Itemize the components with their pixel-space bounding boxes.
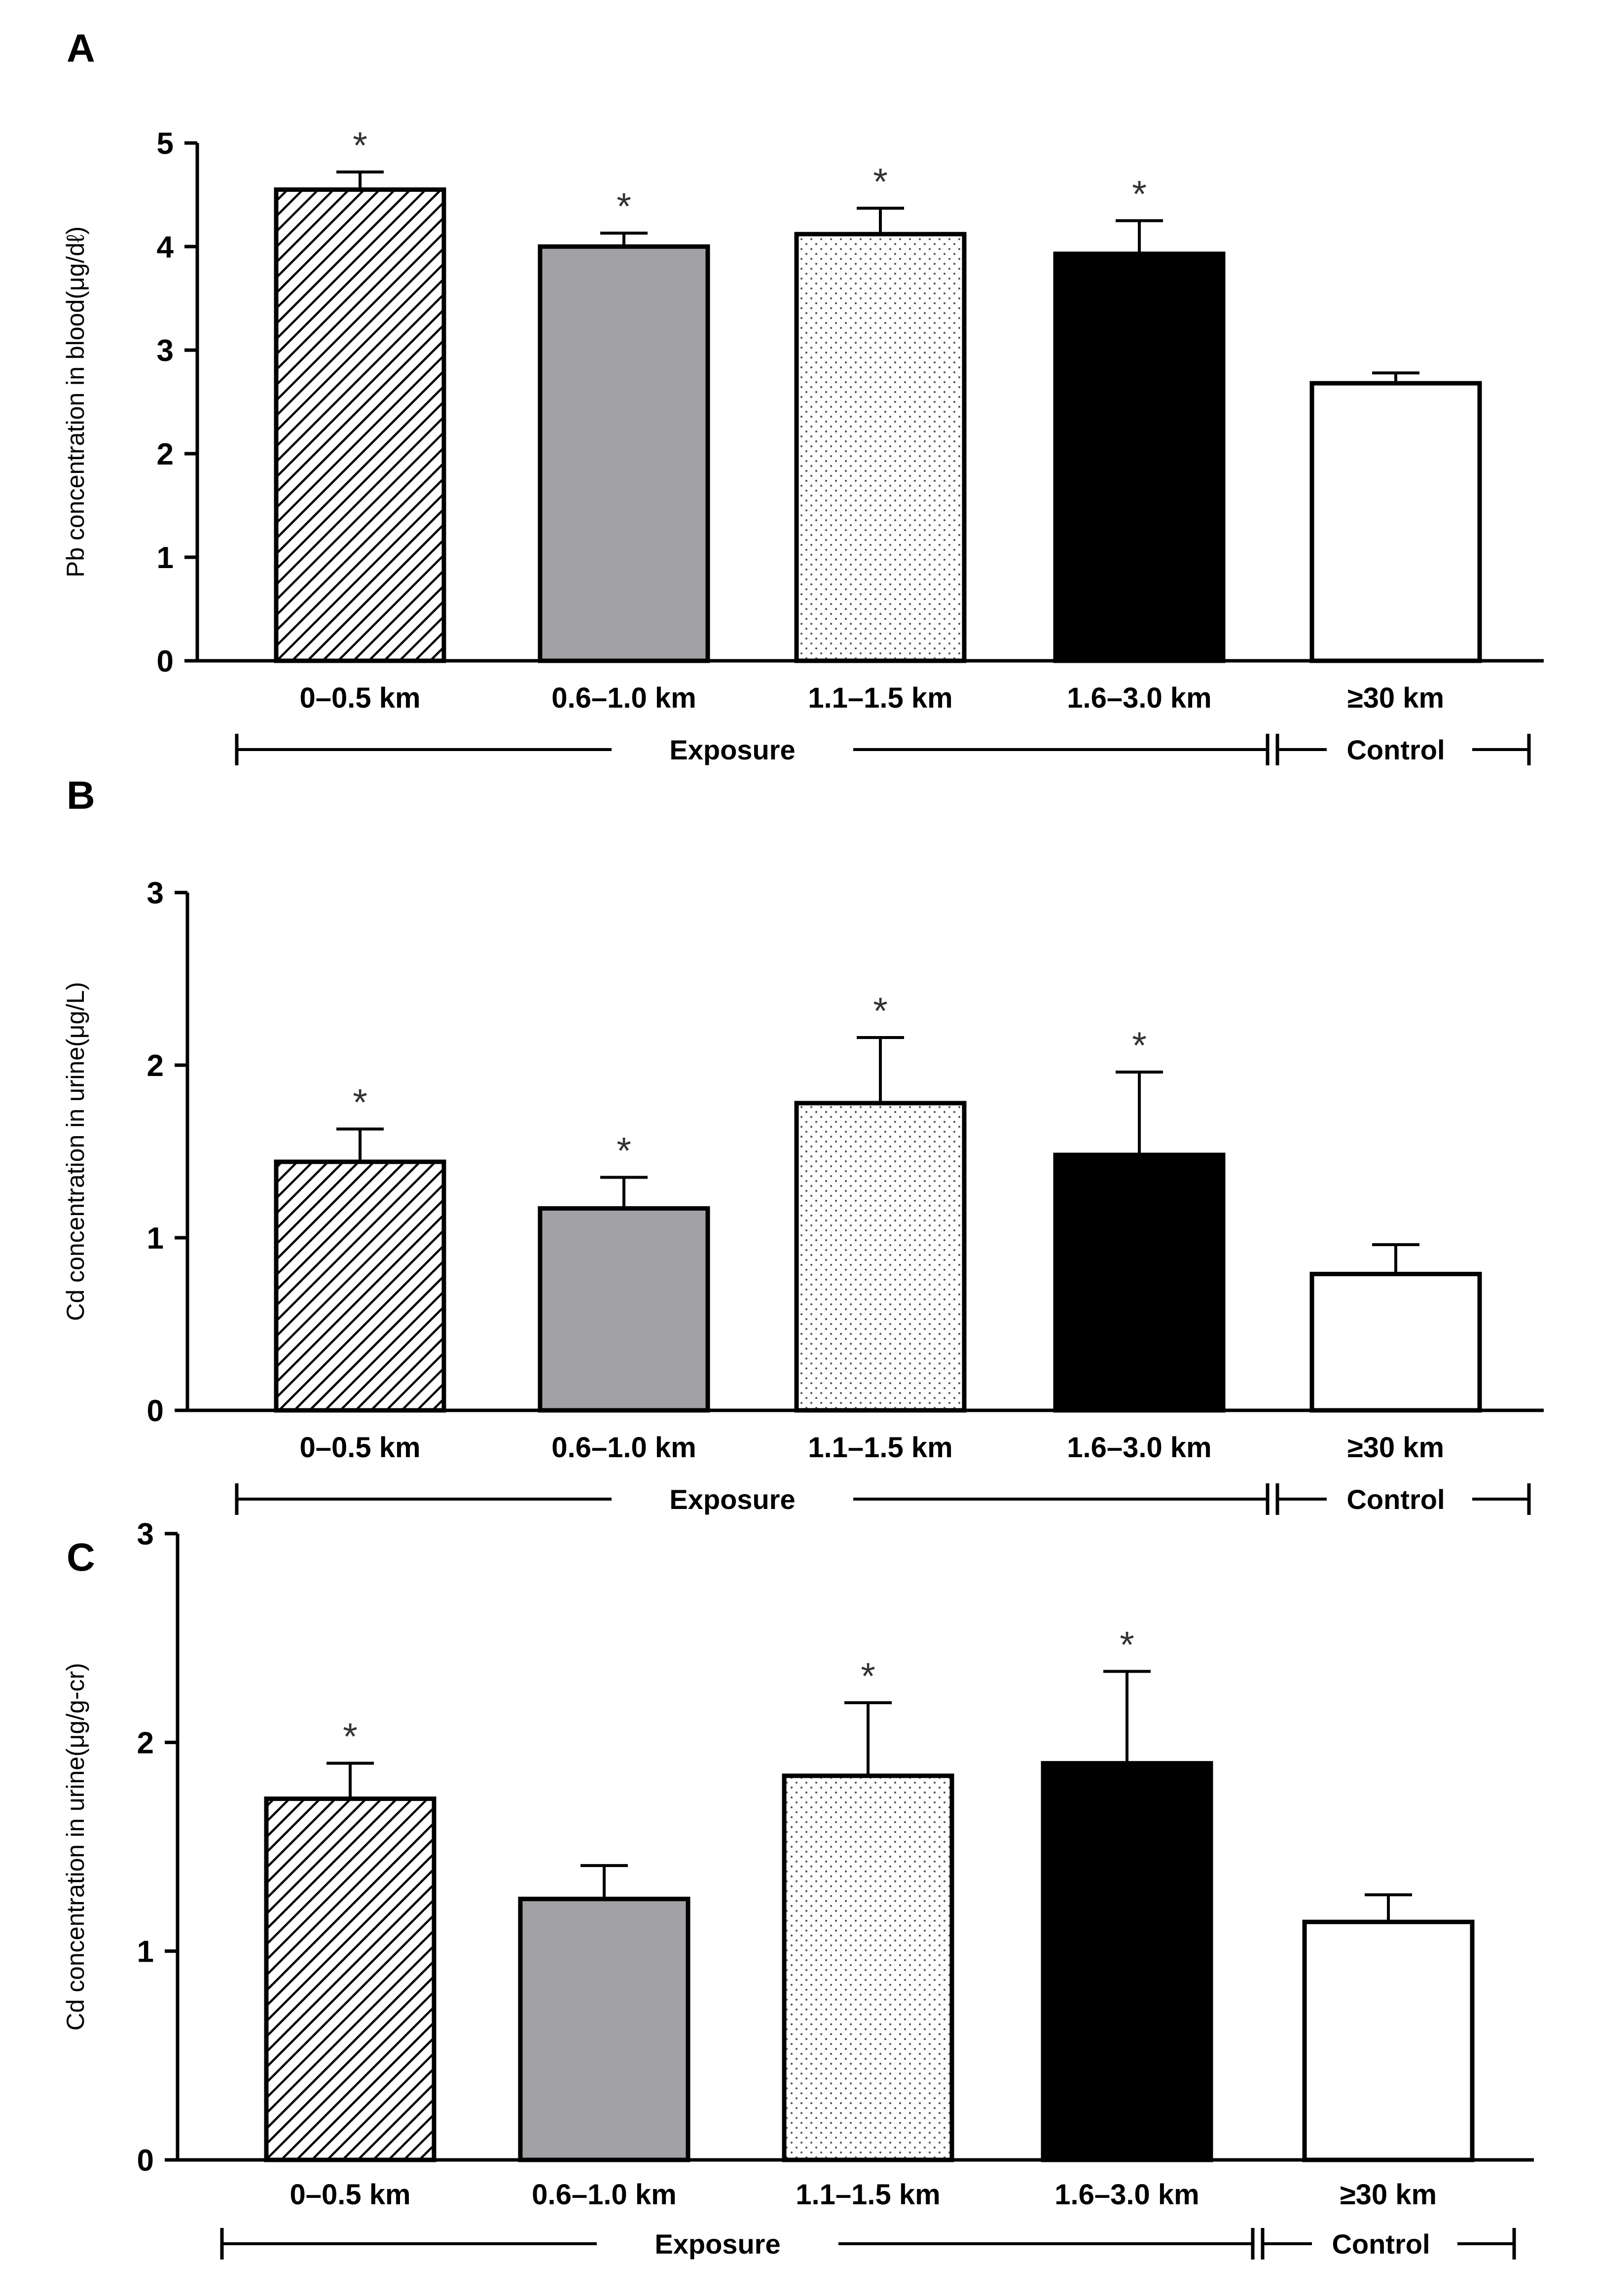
panel-b: B 0 1 2 3 Cd concentration in urine(μg/L) * 0–0…: [62, 773, 1544, 1515]
group-label-control: Control: [1346, 734, 1445, 765]
y-tick-label: 3: [147, 876, 164, 910]
y-tick-label: 3: [157, 334, 174, 368]
bar-group: *: [274, 1082, 446, 1413]
x-tick-label: 0–0.5 km: [299, 682, 420, 714]
panel-a: A 0 1 2 3 4 5 Pb concentration in blood(μg/dℓ) *…: [62, 26, 1544, 765]
bar-group: [1309, 1243, 1482, 1413]
bar-group: [1302, 1893, 1475, 2162]
significance-star: *: [1120, 1624, 1134, 1666]
panel-letter: B: [67, 773, 95, 817]
y-tick-label: 5: [157, 127, 174, 161]
bar-group: *: [274, 125, 446, 663]
group-label-control: Control: [1346, 1484, 1445, 1515]
bar-group: *: [1041, 1624, 1213, 2162]
panel-letter: A: [67, 26, 95, 70]
x-tick-label: 0.6–1.0 km: [532, 2179, 676, 2211]
significance-star: *: [861, 1655, 875, 1697]
bar: [1041, 1761, 1213, 2162]
x-tick-label: 1.6–3.0 km: [1067, 682, 1211, 714]
bar: [782, 1773, 954, 2162]
y-tick-label: 0: [157, 645, 174, 679]
y-tick-label: 2: [157, 437, 174, 471]
y-axis-label: Cd concentration in urine(μg/L): [62, 982, 89, 1321]
group-label-exposure: Exposure: [669, 1484, 795, 1515]
bar-group: *: [794, 990, 967, 1413]
group-label-control: Control: [1332, 2228, 1430, 2260]
x-tick-label: ≥30 km: [1347, 1432, 1444, 1464]
group-label-exposure: Exposure: [669, 734, 795, 765]
bar-group: *: [538, 1130, 710, 1413]
bar: [1053, 1152, 1226, 1413]
bar: [274, 1159, 446, 1413]
y-tick-label: 1: [147, 1221, 164, 1256]
chart-panels: A 0 1 2 3 4 5 Pb concentration in blood(μg/dℓ) *…: [62, 26, 1544, 2260]
bar-group: *: [1053, 1025, 1226, 1413]
x-tick-label: ≥30 km: [1347, 682, 1444, 714]
x-tick-label: 1.6–3.0 km: [1054, 2179, 1199, 2211]
bar: [1302, 1919, 1475, 2162]
panel-c: C 0 1 2 3 Cd concentration in urine(μg/g-cr) *…: [62, 1517, 1534, 2260]
bar: [538, 244, 710, 663]
significance-star: *: [873, 990, 888, 1032]
y-tick-label: 2: [137, 1726, 154, 1760]
bar-group: *: [1053, 174, 1226, 663]
x-tick-label: 1.1–1.5 km: [808, 682, 952, 714]
x-tick-label: 1.1–1.5 km: [808, 1432, 952, 1464]
y-tick-label: 3: [137, 1517, 154, 1551]
y-tick-label: 2: [147, 1049, 164, 1083]
x-tick-label: 0.6–1.0 km: [551, 682, 696, 714]
significance-star: *: [617, 1130, 631, 1172]
bar: [1309, 381, 1482, 663]
x-tick-label: 0–0.5 km: [290, 2179, 410, 2211]
significance-star: *: [617, 186, 631, 228]
significance-star: *: [353, 1082, 367, 1124]
group-brackets: Exposure Control: [235, 1483, 1531, 1515]
bar: [1053, 251, 1226, 663]
bar: [1309, 1272, 1482, 1413]
group-label-exposure: Exposure: [654, 2228, 780, 2260]
y-tick-label: 4: [157, 230, 174, 264]
bar: [794, 1101, 967, 1413]
x-tick-label: 0–0.5 km: [299, 1432, 420, 1464]
x-tick-label: 1.6–3.0 km: [1067, 1432, 1211, 1464]
y-axis-label: Cd concentration in urine(μg/g-cr): [62, 1663, 89, 2031]
bar: [794, 232, 967, 663]
y-axis-label: Pb concentration in blood(μg/dℓ): [62, 226, 89, 577]
y-tick-label: 1: [157, 541, 174, 575]
bar: [538, 1206, 710, 1413]
significance-star: *: [1132, 1025, 1147, 1067]
y-tick-label: 0: [147, 1394, 164, 1428]
y-tick-label: 1: [137, 1935, 154, 1969]
bar-group: *: [782, 1655, 954, 2162]
y-tick-label: 0: [137, 2144, 154, 2178]
bar-group: *: [794, 161, 967, 663]
bar-group: *: [538, 186, 710, 663]
group-brackets: Exposure Control: [220, 2228, 1516, 2260]
bar-group: *: [264, 1716, 436, 2162]
significance-star: *: [873, 161, 888, 203]
significance-star: *: [353, 125, 367, 167]
x-tick-label: 0.6–1.0 km: [551, 1432, 696, 1464]
bar: [518, 1897, 690, 2162]
panel-letter: C: [67, 1535, 95, 1579]
x-tick-label: 1.1–1.5 km: [796, 2179, 940, 2211]
bar: [264, 1796, 436, 2162]
group-brackets: Exposure Control: [235, 734, 1531, 765]
x-tick-label: ≥30 km: [1340, 2179, 1437, 2211]
significance-star: *: [1132, 174, 1147, 215]
bar-group: [518, 1864, 690, 2162]
bar-group: [1309, 371, 1482, 663]
bar: [274, 187, 446, 663]
significance-star: *: [343, 1716, 358, 1758]
